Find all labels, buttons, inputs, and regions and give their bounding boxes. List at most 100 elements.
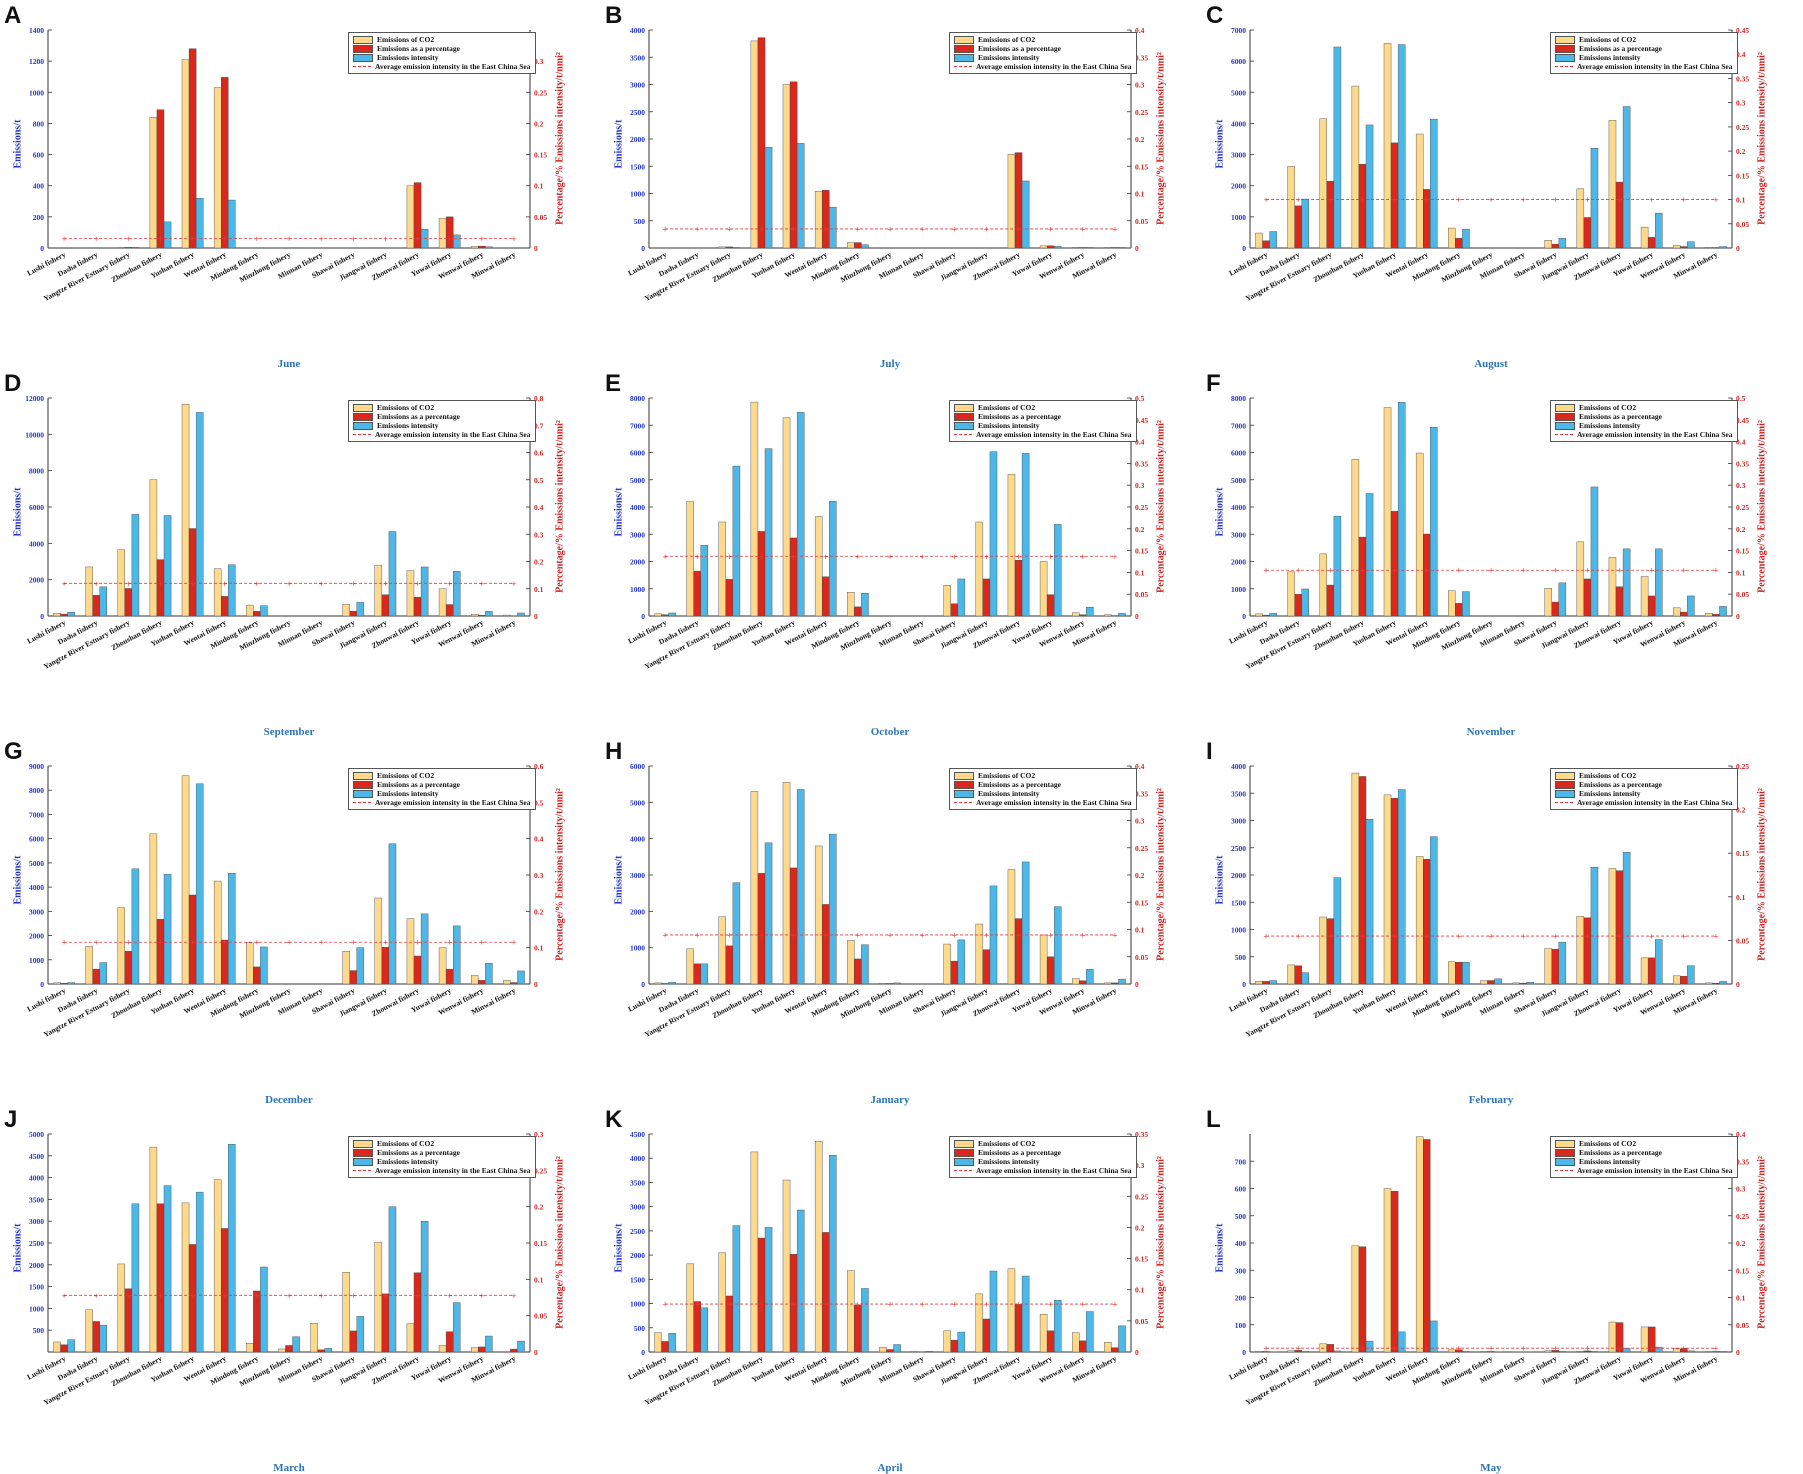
percentage-bar bbox=[125, 247, 132, 248]
intensity-bar bbox=[669, 1333, 676, 1352]
legend-swatch bbox=[353, 45, 373, 53]
average-marker: + bbox=[415, 580, 421, 588]
percentage-bar bbox=[854, 1305, 861, 1352]
average-marker: + bbox=[1617, 196, 1623, 204]
legend-swatch bbox=[1555, 772, 1575, 780]
co2-bar bbox=[1384, 795, 1391, 984]
percentage-bar bbox=[854, 243, 861, 248]
average-marker: + bbox=[1263, 1345, 1269, 1353]
left-tick-label: 1000 bbox=[630, 190, 645, 199]
right-tick-label: 0.35 bbox=[1135, 53, 1148, 62]
legend-text: Emissions of CO2 bbox=[1579, 771, 1636, 780]
intensity-bar bbox=[1086, 1312, 1093, 1352]
right-tick-label: 0 bbox=[1135, 244, 1139, 253]
intensity-bar bbox=[958, 940, 965, 984]
legend-co2: Emissions of CO2 bbox=[954, 771, 1132, 780]
intensity-bar bbox=[421, 1221, 428, 1352]
percentage-bar bbox=[1680, 976, 1687, 984]
left-tick-label: 6000 bbox=[630, 762, 645, 771]
legend-text: Average emission intensity in the East C… bbox=[976, 430, 1132, 439]
intensity-bar bbox=[68, 612, 75, 616]
average-marker: + bbox=[1112, 931, 1118, 939]
intensity-bar bbox=[733, 883, 740, 984]
co2-bar bbox=[278, 1349, 285, 1352]
legend-text: Emissions as a percentage bbox=[978, 44, 1061, 53]
co2-bar bbox=[503, 980, 510, 984]
legend-swatch bbox=[954, 404, 974, 412]
intensity-bar bbox=[829, 207, 836, 248]
average-marker: + bbox=[93, 235, 99, 243]
left-axis-label: Emissions/t bbox=[1215, 109, 1226, 169]
average-marker: + bbox=[479, 939, 485, 947]
legend-text: Emissions as a percentage bbox=[1579, 44, 1662, 53]
average-marker: + bbox=[1112, 1301, 1118, 1309]
left-tick-label: 3000 bbox=[1231, 530, 1246, 539]
co2-bar bbox=[182, 776, 189, 984]
legend-text: Emissions intensity bbox=[1579, 789, 1640, 798]
intensity-bar bbox=[861, 945, 868, 984]
right-tick-label: 0.35 bbox=[1135, 459, 1148, 468]
percentage-bar bbox=[1263, 981, 1270, 984]
co2-bar bbox=[375, 898, 382, 984]
average-marker: + bbox=[791, 553, 797, 561]
average-marker: + bbox=[1617, 567, 1623, 575]
right-tick-label: 0.2 bbox=[534, 1203, 544, 1212]
average-marker: + bbox=[1649, 933, 1655, 941]
percentage-bar bbox=[1111, 1348, 1118, 1352]
average-marker: + bbox=[382, 580, 388, 588]
intensity-bar bbox=[1430, 837, 1437, 984]
co2-bar bbox=[246, 605, 253, 616]
legend-co2: Emissions of CO2 bbox=[1555, 1139, 1733, 1148]
legend-swatch bbox=[353, 413, 373, 421]
legend-swatch bbox=[954, 802, 972, 803]
left-tick-label: 2000 bbox=[630, 1251, 645, 1260]
left-tick-label: 7000 bbox=[29, 810, 44, 819]
intensity-bar bbox=[357, 1316, 364, 1352]
percentage-bar bbox=[1015, 1305, 1022, 1352]
co2-bar bbox=[1673, 1349, 1680, 1352]
right-axis-label: Percentage/% Emissions intensity/t/nmi² bbox=[1757, 397, 1768, 617]
co2-bar bbox=[1040, 1314, 1047, 1352]
percentage-bar bbox=[662, 1341, 669, 1352]
right-axis-label: Percentage/% Emissions intensity/t/nmi² bbox=[1757, 765, 1768, 985]
average-marker: + bbox=[694, 931, 700, 939]
percentage-bar bbox=[694, 571, 701, 616]
intensity-bar bbox=[196, 412, 203, 616]
co2-bar bbox=[1673, 976, 1680, 984]
average-marker: + bbox=[1424, 933, 1430, 941]
average-marker: + bbox=[1520, 567, 1526, 575]
right-tick-label: 0.1 bbox=[1736, 893, 1746, 902]
intensity-bar bbox=[1302, 973, 1309, 984]
average-marker: + bbox=[1016, 1301, 1022, 1309]
percentage-bar bbox=[1047, 595, 1054, 616]
left-tick-label: 1000 bbox=[1231, 213, 1246, 222]
co2-bar bbox=[1705, 983, 1712, 984]
average-marker: + bbox=[791, 931, 797, 939]
left-tick-label: 2000 bbox=[1231, 871, 1246, 880]
left-tick-label: 9000 bbox=[29, 762, 44, 771]
average-marker: + bbox=[1080, 553, 1086, 561]
average-marker: + bbox=[759, 931, 765, 939]
average-marker: + bbox=[855, 1301, 861, 1309]
percentage-bar bbox=[1680, 612, 1687, 616]
right-tick-label: 0.2 bbox=[1135, 871, 1145, 880]
left-axis-label: Emissions/t bbox=[13, 477, 24, 537]
average-marker: + bbox=[125, 235, 131, 243]
intensity-bar bbox=[1719, 981, 1726, 984]
average-marker: + bbox=[447, 235, 453, 243]
left-tick-label: 0 bbox=[1242, 980, 1246, 989]
average-marker: + bbox=[887, 931, 893, 939]
right-tick-label: 0.25 bbox=[534, 88, 547, 97]
right-axis-label: Percentage/% Emissions intensity/t/nmi² bbox=[555, 397, 566, 617]
right-tick-label: 0.25 bbox=[1135, 1192, 1148, 1201]
legend-text: Emissions intensity bbox=[377, 421, 438, 430]
percentage-bar bbox=[318, 1350, 325, 1352]
legend-percentage: Emissions as a percentage bbox=[1555, 1148, 1733, 1157]
left-tick-label: 2000 bbox=[1231, 558, 1246, 567]
percentage-bar bbox=[1263, 615, 1270, 616]
percentage-bar bbox=[983, 1319, 990, 1352]
co2-bar bbox=[150, 117, 157, 248]
left-tick-label: 0 bbox=[40, 244, 44, 253]
left-tick-label: 700 bbox=[1235, 1157, 1247, 1166]
intensity-bar bbox=[1398, 402, 1405, 616]
